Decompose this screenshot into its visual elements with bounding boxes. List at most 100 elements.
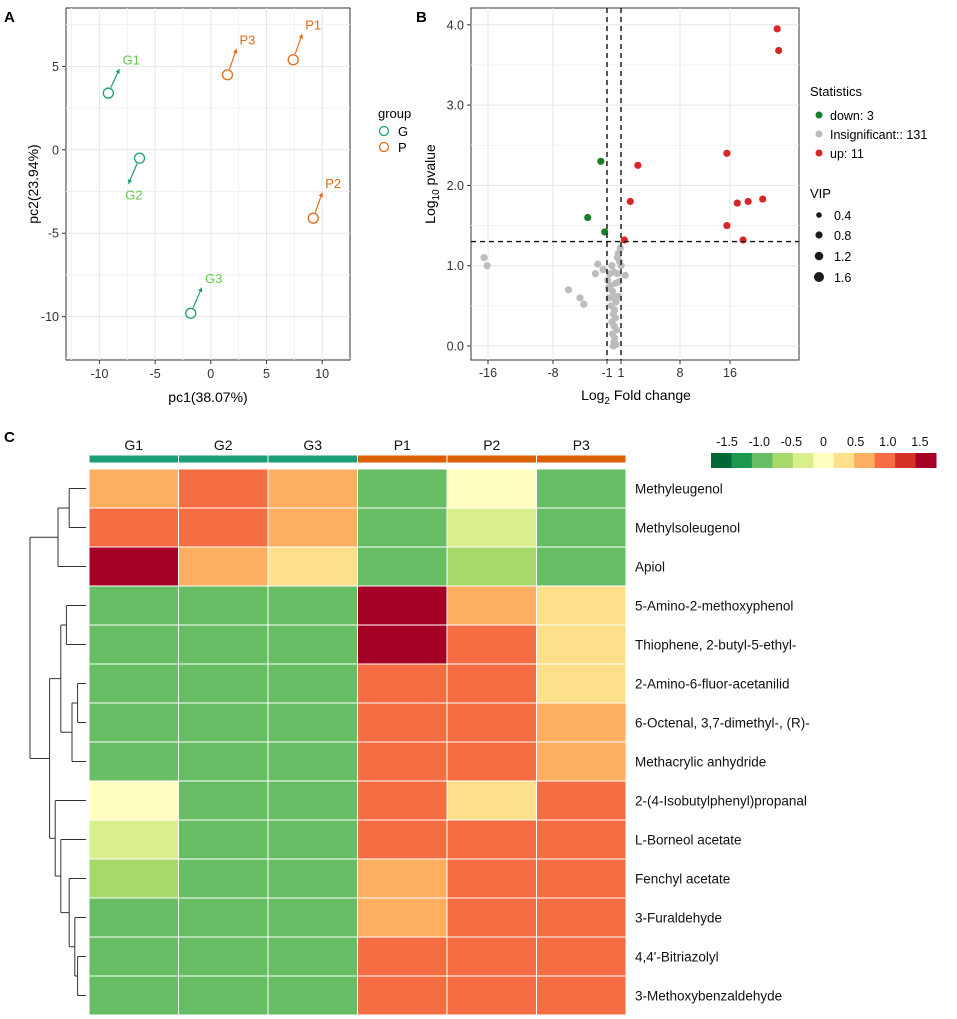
heatmap-cell — [178, 780, 269, 821]
heatmap-group-bar-g2 — [178, 454, 269, 464]
pca-legend-g: G — [398, 124, 408, 139]
volcano-point-up — [739, 236, 747, 244]
pca-points: G1 G2 G3 P1 P2 P3 — [102, 17, 341, 319]
heatmap-cell — [446, 702, 537, 743]
colorbar-swatch — [731, 453, 753, 468]
heatmap-cell — [267, 585, 358, 626]
pca-y-axis: -10 -5 0 5 — [41, 60, 66, 324]
heatmap-cell — [357, 624, 448, 665]
volcano-point-insignificant — [580, 300, 588, 308]
heatmap-row-labels: Methyleugenol Methylsoleugenol Apiol 5-Amin… — [635, 482, 810, 1004]
pca-label-g2: G2 — [125, 188, 142, 203]
heatmap-column-label-g2: G2 — [214, 437, 233, 453]
volcano-point-insignificant — [483, 262, 491, 270]
heatmap-cell — [536, 702, 627, 743]
volcano-point-insignificant — [610, 268, 618, 276]
legend-g-marker — [378, 125, 390, 137]
legend-p-marker — [378, 141, 390, 153]
pca-arrowhead-p3 — [232, 49, 238, 54]
volcano-point-up — [744, 197, 752, 206]
heatmap-cell — [267, 897, 358, 938]
volcano-point-up — [733, 199, 741, 207]
vip-size-1-2-label: 1.2 — [834, 250, 851, 264]
colorbar-tick-label: -1.5 — [716, 435, 738, 449]
volcano-y-tick-label: 1.0 — [447, 259, 464, 273]
heatmap-cell — [178, 585, 269, 626]
heatmap-cell — [178, 663, 269, 704]
heatmap-cell — [267, 468, 358, 509]
volcano-y-tick-label: 2.0 — [447, 179, 464, 193]
volcano-x-tick-label: -8 — [547, 366, 558, 380]
heatmap-cell — [446, 663, 537, 704]
heatmap-row-label: 5-Amino-2-methoxyphenol — [635, 599, 793, 614]
heatmap-cell — [88, 468, 179, 509]
heatmap-cell — [446, 936, 537, 977]
heatmap-row-label: 4,4'-Bitriazolyl — [635, 950, 719, 965]
volcano-point-insignificant — [576, 294, 584, 302]
heatmap-column-label-p2: P2 — [483, 437, 500, 453]
vip-legend-title: VIP — [810, 186, 831, 201]
heatmap-cell — [357, 702, 448, 743]
heatmap-cell — [446, 897, 537, 938]
legend-up-marker — [815, 149, 823, 157]
heatmap-cell — [178, 858, 269, 899]
heatmap-cell — [446, 585, 537, 626]
heatmap-cell — [178, 897, 269, 938]
heatmap-column-label-g1: G1 — [124, 437, 143, 453]
volcano-legend-vip: VIP 0.4 0.8 1.2 1.6 — [810, 186, 851, 285]
volcano-point-up — [773, 25, 781, 33]
heatmap-cell — [536, 507, 627, 548]
volcano-y-axis: 0.0 1.0 2.0 3.0 4.0 — [447, 18, 471, 354]
panel-label-b: B — [416, 9, 427, 26]
heatmap-row-label: Thiophene, 2-butyl-5-ethyl- — [635, 638, 796, 653]
heatmap-cell — [536, 819, 627, 860]
vip-size-0-8-marker — [815, 231, 823, 239]
pca-label-g1: G1 — [123, 52, 140, 67]
heatmap-row-label: Apiol — [635, 560, 665, 575]
pca-arrowhead-p2 — [318, 192, 324, 198]
volcano-x-axis-label: Log2 Fold change — [581, 387, 691, 407]
heatmap-cell — [536, 741, 627, 782]
heatmap-cell — [357, 663, 448, 704]
heatmap-cell — [446, 975, 537, 1016]
heatmap-cell — [446, 741, 537, 782]
pca-y-tick-label: 0 — [52, 143, 59, 157]
heatmap-row-label: 2-(4-Isobutylphenyl)propanal — [635, 794, 807, 809]
colorbar-swatch — [711, 453, 732, 468]
pca-x-tick-label: -5 — [150, 367, 161, 381]
heatmap-cell — [536, 975, 627, 1016]
pca-x-tick-label: -10 — [90, 367, 108, 381]
legend-insig-label: Insignificant:: 131 — [830, 128, 927, 142]
heatmap-cell — [88, 507, 179, 548]
volcano-point-insignificant — [594, 260, 602, 268]
volcano-threshold-lines — [471, 8, 799, 360]
heatmap-cell — [88, 819, 179, 860]
vip-size-1-6-marker — [814, 272, 824, 282]
colorbar-swatch — [895, 453, 917, 468]
heatmap-cell — [267, 858, 358, 899]
colorbar-swatch — [772, 453, 794, 468]
heatmap-cell — [536, 897, 627, 938]
pca-point-p2 — [307, 212, 319, 224]
heatmap-cell — [536, 468, 627, 509]
legend-insig-marker — [815, 130, 823, 138]
heatmap-cell — [536, 936, 627, 977]
heatmap-row-label: L-Borneol acetate — [635, 833, 742, 848]
heatmap-cell — [178, 546, 269, 587]
colorbar-tick-label: -1.0 — [748, 435, 770, 449]
heatmap-cell — [357, 819, 448, 860]
volcano-point-up — [634, 161, 642, 169]
heatmap-cell — [178, 936, 269, 977]
volcano-point-insignificant — [591, 270, 600, 278]
volcano-point-insignificant — [604, 276, 612, 284]
vip-size-0-8-label: 0.8 — [834, 229, 851, 243]
heatmap-cell — [267, 780, 358, 821]
heatmap-cell — [178, 702, 269, 743]
heatmap-cell — [357, 975, 448, 1016]
pca-arrowhead-p1 — [298, 34, 304, 39]
volcano-x-tick-label: -16 — [479, 366, 497, 380]
legend-down-marker — [815, 111, 823, 119]
volcano-point-insignificant — [611, 279, 620, 287]
volcano-point-insignificant — [480, 254, 488, 262]
